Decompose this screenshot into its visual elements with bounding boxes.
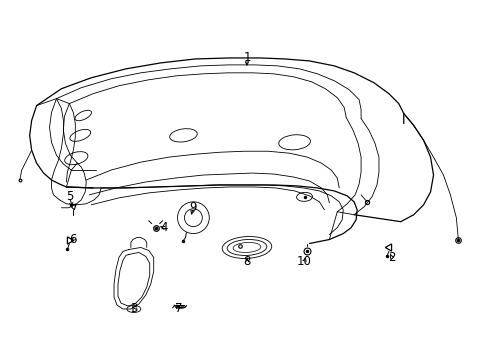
Text: 7: 7 [174, 302, 182, 315]
Text: 3: 3 [130, 302, 137, 315]
Text: 5: 5 [65, 190, 73, 203]
Text: 1: 1 [243, 51, 250, 64]
Text: 9: 9 [189, 201, 197, 214]
Text: 4: 4 [160, 221, 167, 234]
Text: 2: 2 [387, 251, 395, 264]
Text: 10: 10 [297, 255, 311, 268]
Text: 8: 8 [243, 255, 250, 268]
Text: 6: 6 [69, 233, 77, 246]
